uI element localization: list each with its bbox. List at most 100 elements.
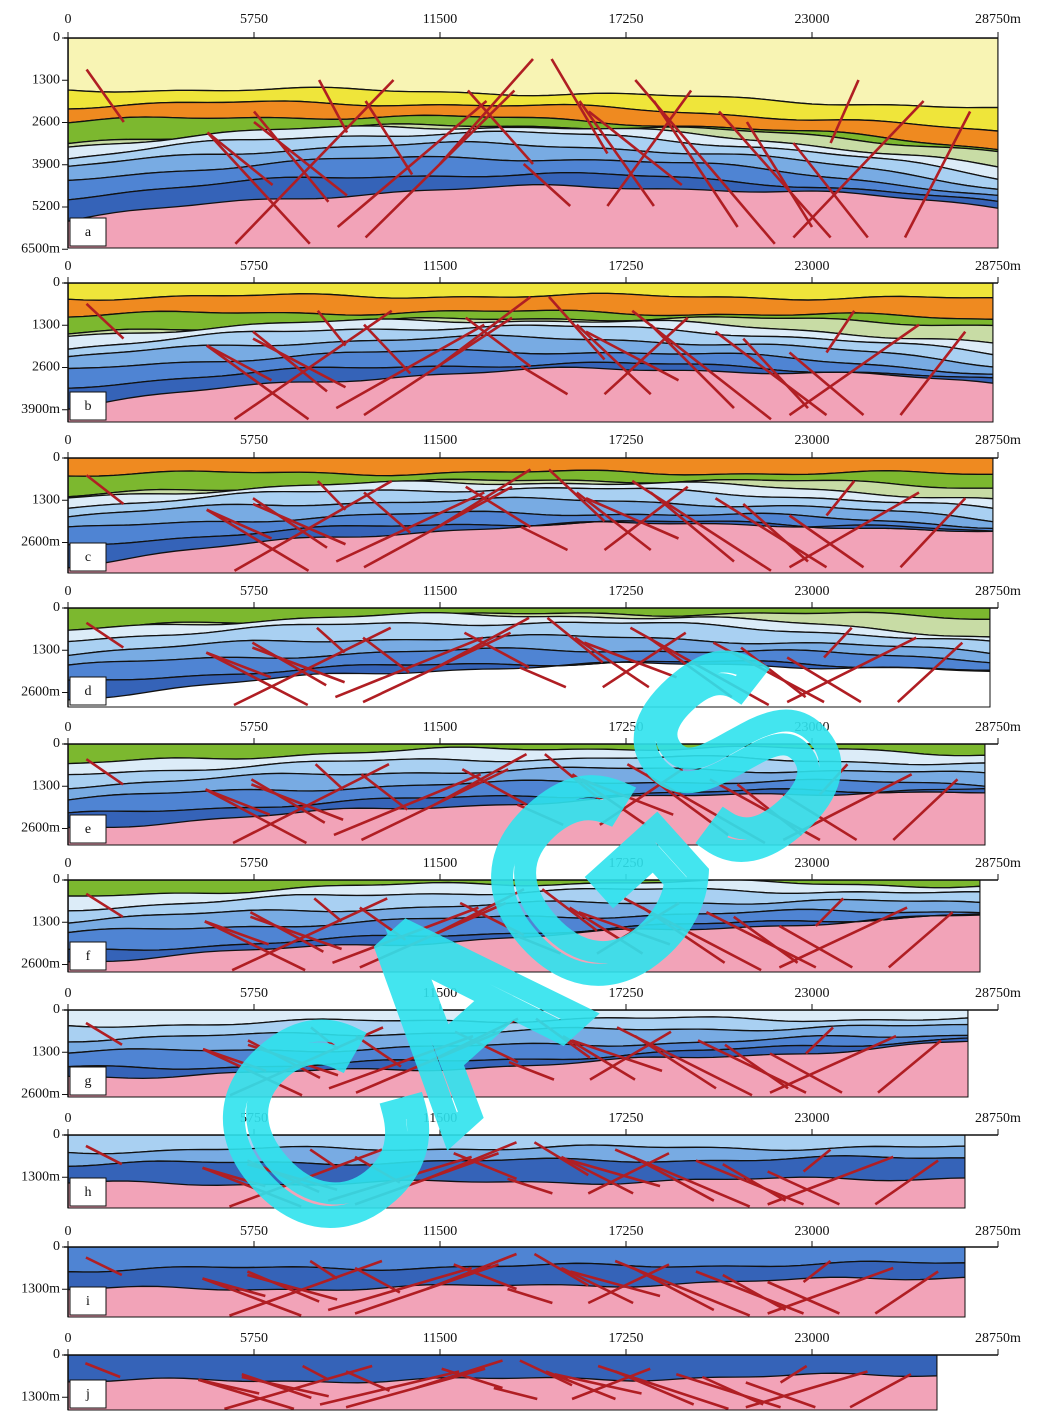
y-tick-label: 1300m [21, 1281, 60, 1296]
x-tick-label: 5750 [240, 259, 268, 274]
fault [792, 100, 925, 239]
x-tick-label: 11500 [423, 720, 457, 735]
y-tick-label: 1300 [32, 1044, 60, 1059]
fault [314, 763, 344, 791]
fault [581, 778, 674, 816]
y-tick-label: 5200 [32, 199, 60, 214]
y-tick-label: 0 [53, 872, 60, 887]
fault [232, 763, 390, 845]
fault [247, 1273, 338, 1301]
fault [606, 89, 693, 207]
fault [202, 1166, 302, 1208]
fault [533, 1141, 589, 1177]
y-tick-label: 0 [53, 450, 60, 465]
fault [782, 773, 913, 842]
x-tick-label: 5750 [240, 986, 268, 1001]
fault [701, 1375, 764, 1406]
fault [805, 1026, 834, 1055]
fault [202, 1277, 266, 1298]
fault [548, 468, 606, 523]
fault [571, 773, 647, 826]
y-tick-label: 2600m [21, 535, 60, 550]
fault [520, 525, 569, 552]
fault [792, 142, 869, 239]
x-tick-label: 17250 [609, 259, 644, 274]
section-body [68, 880, 980, 972]
x-tick-label: 23000 [795, 433, 830, 448]
fault [465, 485, 532, 529]
x-tick-label: 28750m [975, 1224, 1021, 1239]
fault [546, 616, 604, 664]
fault [302, 1364, 330, 1381]
fault [249, 911, 324, 953]
fault [202, 1166, 266, 1188]
y-tick-label: 0 [53, 1002, 60, 1017]
y-tick-label: 6500m [21, 241, 60, 256]
panel-letter-box [69, 1286, 107, 1316]
panel-letter: h [85, 1185, 92, 1200]
fault [745, 121, 814, 228]
x-tick-label: 11500 [423, 12, 457, 27]
section-body [68, 744, 985, 845]
x-tick-label: 5750 [240, 1331, 268, 1346]
fault [204, 920, 306, 972]
fault [507, 1287, 553, 1305]
fault [733, 915, 799, 964]
y-tick-label: 0 [53, 275, 60, 290]
fault [596, 901, 680, 955]
fault [354, 1266, 401, 1294]
panel-letter: g [85, 1074, 92, 1089]
fault [205, 788, 271, 816]
fault [327, 1155, 473, 1202]
x-tick-label: 11500 [423, 584, 457, 599]
section-body [68, 1247, 965, 1317]
x-tick-label: 5750 [240, 856, 268, 871]
fault [316, 309, 347, 347]
fault [602, 631, 687, 689]
x-tick-label: 0 [65, 1111, 72, 1126]
cross-section-panel: 0 5750 11500 17250 23000 28750m 0 1300m h [21, 1111, 1021, 1209]
fault [569, 1159, 661, 1188]
x-tick-label: 11500 [423, 1111, 457, 1126]
x-tick-label: 5750 [240, 584, 268, 599]
fault [345, 1370, 391, 1392]
fault [788, 514, 865, 569]
y-tick-label: 2600m [21, 957, 60, 972]
panel-letter-box [69, 1379, 107, 1409]
fault [778, 924, 853, 969]
fault [247, 1162, 338, 1192]
fault [786, 636, 917, 704]
x-tick-label: 5750 [240, 1224, 268, 1239]
fault [788, 323, 920, 417]
x-tick-label: 5750 [240, 12, 268, 27]
fault [363, 491, 412, 534]
fault [359, 906, 407, 941]
x-tick-label: 17250 [609, 1224, 644, 1239]
fault [85, 758, 124, 786]
fault [335, 323, 485, 410]
y-tick-label: 2600m [21, 821, 60, 836]
panel-letter: d [85, 684, 92, 699]
x-tick-label: 17250 [609, 12, 644, 27]
cross-section-panel: 0 5750 11500 17250 23000 28750m 0 1300 2600m c [21, 433, 1021, 574]
fault [234, 79, 395, 245]
fault [585, 497, 680, 540]
fault [253, 120, 348, 197]
fault [205, 344, 310, 421]
fault [550, 58, 609, 155]
fault [589, 1030, 672, 1081]
fault [575, 323, 652, 396]
fault [327, 1266, 473, 1312]
x-tick-label: 23000 [795, 259, 830, 274]
fault [328, 1034, 474, 1090]
panel-letter: f [86, 949, 91, 964]
fault [583, 641, 677, 679]
fault [309, 1259, 338, 1280]
fault [829, 79, 860, 144]
x-tick-label: 17250 [609, 1111, 644, 1126]
fault [769, 1052, 843, 1094]
fault [198, 1378, 260, 1395]
fault [453, 1263, 517, 1291]
cross-section-panel: 0 5750 11500 17250 23000 28750m 0 1300 2600m d [21, 584, 1021, 708]
